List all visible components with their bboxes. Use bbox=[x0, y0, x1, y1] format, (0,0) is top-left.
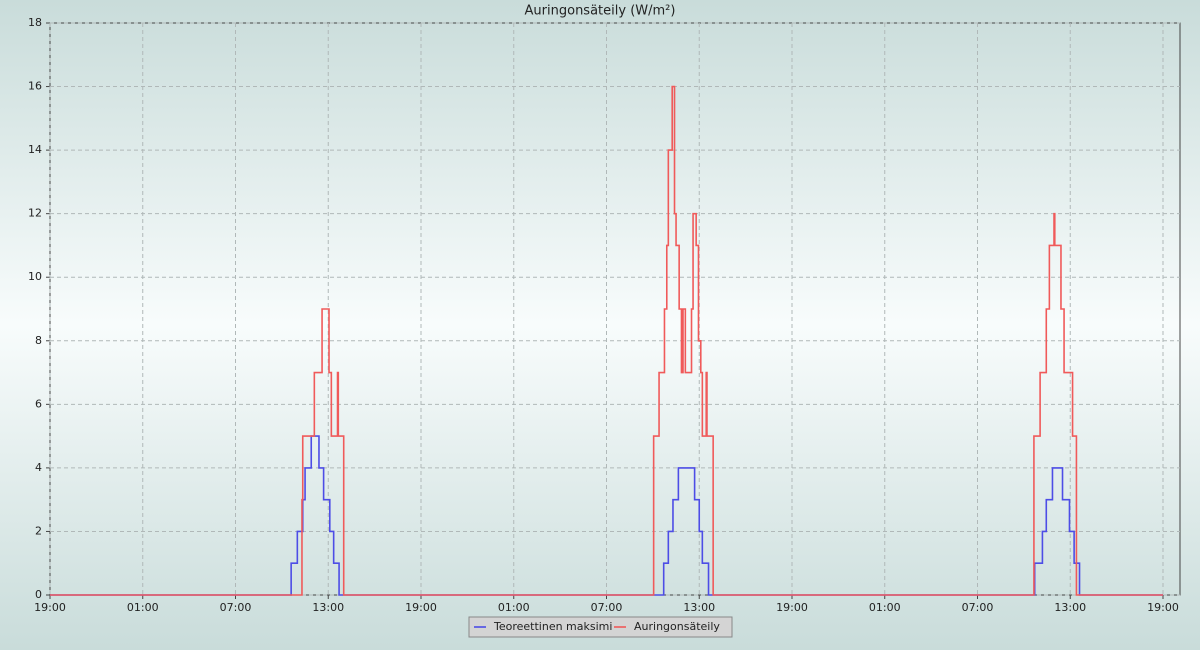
y-tick-label: 12 bbox=[28, 207, 42, 220]
y-tick-label: 6 bbox=[35, 397, 42, 410]
y-tick-label: 16 bbox=[28, 80, 42, 93]
legend-label: Auringonsäteily bbox=[634, 620, 720, 633]
x-tick-label: 01:00 bbox=[127, 601, 159, 614]
y-tick-label: 2 bbox=[35, 524, 42, 537]
y-tick-label: 8 bbox=[35, 334, 42, 347]
legend-label: Teoreettinen maksimi bbox=[493, 620, 612, 633]
chart-title: Auringonsäteily (W/m²) bbox=[525, 4, 676, 19]
legend bbox=[468, 616, 733, 638]
y-tick-label: 14 bbox=[28, 143, 42, 156]
y-tick-label: 0 bbox=[35, 588, 42, 601]
x-tick-label: 19:00 bbox=[405, 601, 437, 614]
series-line bbox=[50, 85, 1163, 596]
y-tick-label: 18 bbox=[28, 16, 42, 29]
x-tick-label: 13:00 bbox=[1054, 601, 1086, 614]
x-tick-label: 07:00 bbox=[962, 601, 994, 614]
y-tick-label: 10 bbox=[28, 270, 42, 283]
x-tick-label: 13:00 bbox=[312, 601, 344, 614]
x-tick-label: 07:00 bbox=[220, 601, 252, 614]
x-tick-label: 19:00 bbox=[34, 601, 66, 614]
x-tick-label: 01:00 bbox=[498, 601, 530, 614]
x-tick-label: 07:00 bbox=[591, 601, 623, 614]
x-tick-label: 19:00 bbox=[1147, 601, 1179, 614]
y-tick-label: 4 bbox=[35, 461, 42, 474]
x-tick-label: 13:00 bbox=[683, 601, 715, 614]
series-line bbox=[50, 435, 1163, 596]
x-tick-label: 01:00 bbox=[869, 601, 901, 614]
x-tick-label: 19:00 bbox=[776, 601, 808, 614]
